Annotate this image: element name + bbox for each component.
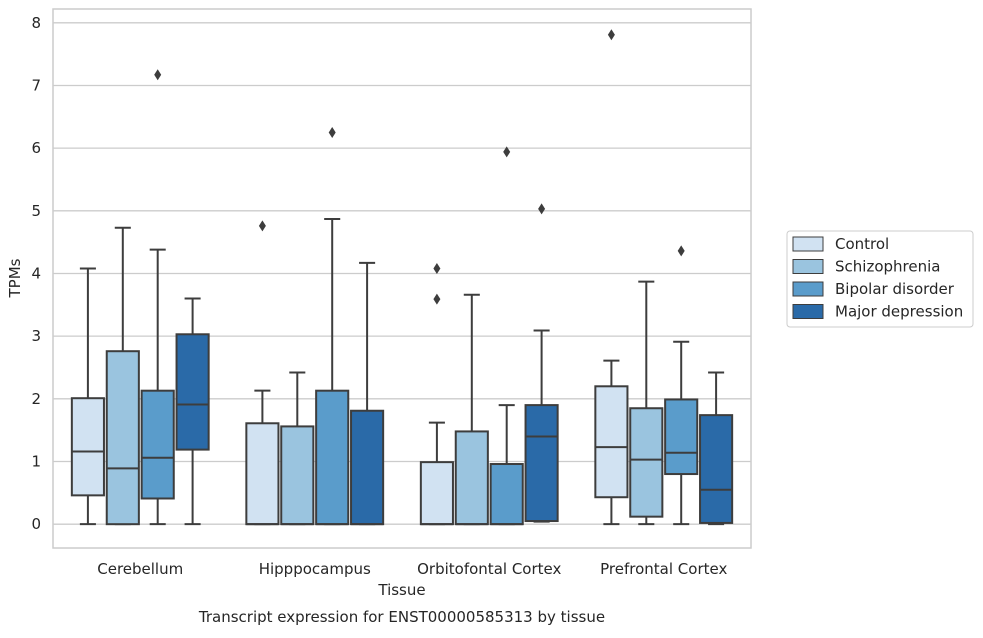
- legend-item: Control: [792, 235, 889, 253]
- outlier-point: [258, 220, 266, 232]
- box-group: [175, 297, 210, 526]
- box-group: [594, 29, 629, 526]
- box: [419, 461, 454, 526]
- chart-caption: Transcript expression for ENST0000058531…: [198, 608, 605, 626]
- box: [280, 425, 315, 526]
- legend-swatch: [792, 304, 824, 319]
- x-tick-label: Hipppocampus: [259, 560, 371, 578]
- box: [315, 389, 350, 526]
- y-tick-labels: 0 1 2 3 4 5 6 7 8: [31, 14, 41, 533]
- plot-frame: [52, 8, 752, 549]
- outlier-point: [433, 262, 441, 274]
- y-tick-label: 3: [31, 327, 41, 345]
- legend-label: Control: [835, 235, 889, 253]
- y-tick-label: 8: [31, 14, 41, 32]
- y-tick-label: 7: [31, 76, 41, 94]
- box-group: [629, 280, 664, 526]
- box: [105, 350, 140, 526]
- legend-item: Major depression: [792, 303, 963, 321]
- box-group: [280, 371, 315, 526]
- y-tick-label: 1: [31, 453, 41, 471]
- legend-swatch: [792, 236, 824, 252]
- box-group: [454, 293, 489, 526]
- box: [454, 430, 489, 526]
- outlier-point: [538, 203, 546, 215]
- box-group: [699, 371, 734, 526]
- y-tick-label: 2: [31, 390, 41, 408]
- outlier-point: [503, 146, 511, 158]
- box: [175, 333, 210, 451]
- outlier-point: [328, 126, 336, 138]
- box: [524, 404, 559, 523]
- legend-swatch: [792, 281, 824, 297]
- boxes: [70, 29, 734, 526]
- legend-label: Major depression: [835, 303, 963, 321]
- box-group: [664, 245, 699, 526]
- x-tick-label: Cerebellum: [97, 560, 183, 578]
- legend-items: Control Schizophrenia Bipolar disorder Majo…: [792, 235, 963, 321]
- legend-swatch: [792, 259, 824, 274]
- y-axis-label: TPMs: [6, 258, 24, 298]
- box: [245, 422, 280, 526]
- box: [140, 389, 175, 500]
- box-group: [524, 203, 559, 523]
- outlier-point: [677, 245, 685, 257]
- x-tick-labels: Cerebellum Hipppocampus Orbitofontal Corte…: [97, 560, 727, 578]
- box: [664, 398, 699, 476]
- box: [699, 414, 734, 524]
- outlier-point: [607, 29, 615, 41]
- y-tick-label: 5: [31, 202, 41, 220]
- y-tick-label: 6: [31, 139, 41, 157]
- x-tick-label: Orbitofontal Cortex: [417, 560, 561, 578]
- box-group: [315, 126, 350, 526]
- outlier-point: [154, 69, 162, 81]
- legend-frame: [786, 230, 974, 328]
- box-group: [350, 261, 385, 526]
- legend: Control Schizophrenia Bipolar disorder Majo…: [786, 230, 974, 328]
- outlier-point: [433, 293, 441, 305]
- box-group: [105, 226, 140, 526]
- legend-item: Bipolar disorder: [792, 280, 955, 298]
- box: [70, 397, 105, 497]
- x-tick-label: Prefrontal Cortex: [600, 560, 727, 578]
- legend-label: Schizophrenia: [835, 258, 940, 276]
- box-group: [140, 69, 175, 526]
- box-group: [70, 267, 105, 526]
- x-axis-label: Tissue: [377, 581, 425, 599]
- box-group: [419, 262, 454, 526]
- y-tick-label: 0: [31, 515, 41, 533]
- box: [594, 385, 629, 499]
- box-group: [245, 220, 280, 526]
- box: [489, 463, 524, 526]
- legend-item: Schizophrenia: [792, 258, 940, 276]
- y-tick-label: 4: [31, 264, 41, 282]
- box: [350, 409, 385, 526]
- legend-label: Bipolar disorder: [835, 280, 955, 298]
- box: [629, 407, 664, 518]
- box-group: [489, 146, 524, 526]
